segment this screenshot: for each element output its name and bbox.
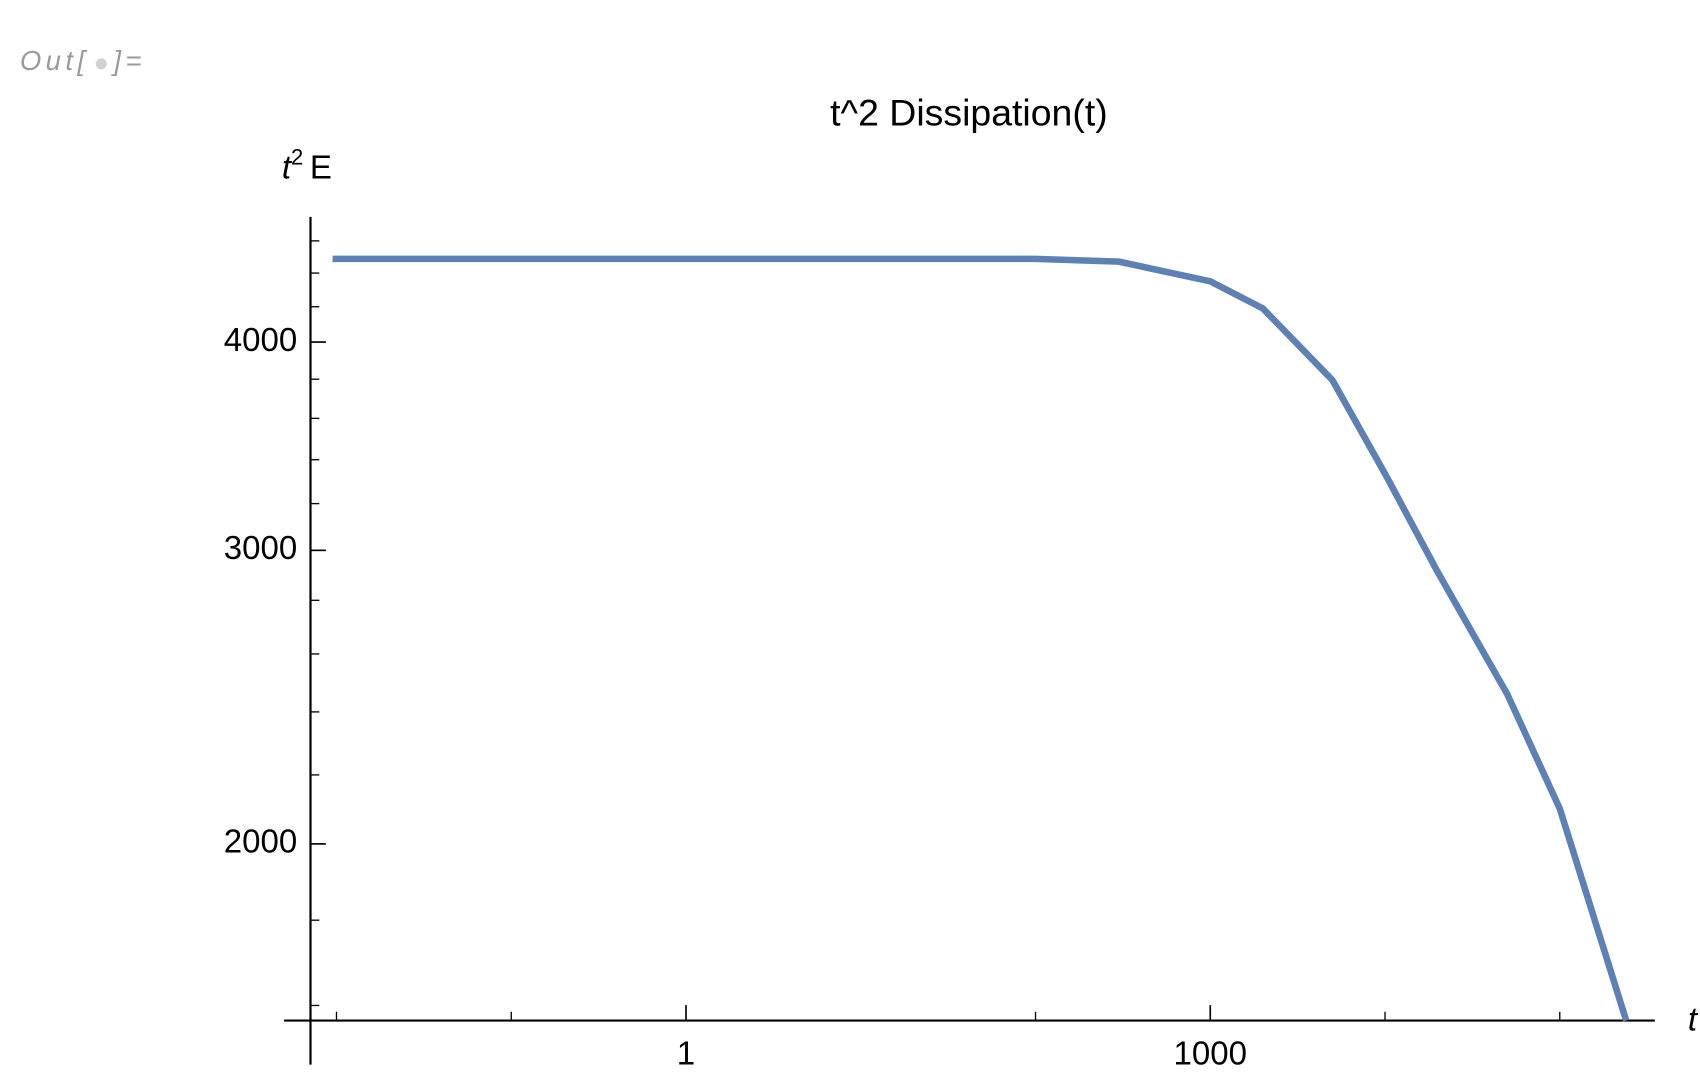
y-label-rest: E	[310, 148, 332, 185]
y-label-superscript: 2	[291, 144, 303, 169]
chart-title: t^2 Dissipation(t)	[830, 91, 1108, 133]
data-line	[332, 255, 1630, 1022]
y-tick-label: 3000	[224, 529, 297, 566]
y-label-base: t	[282, 148, 293, 185]
y-tick-label: 4000	[224, 321, 297, 358]
x-tick-label: 1	[677, 1034, 695, 1071]
cell-label-dot	[95, 58, 107, 70]
cell-label-prefix: Out[	[20, 45, 90, 76]
y-axis-label: t2 E	[282, 144, 332, 185]
x-tick-label: 1000	[1174, 1034, 1247, 1071]
x-axis-label: t	[1688, 1000, 1699, 1037]
cell-label-suffix: ]=	[110, 45, 146, 76]
y-tick-label: 2000	[224, 823, 297, 860]
